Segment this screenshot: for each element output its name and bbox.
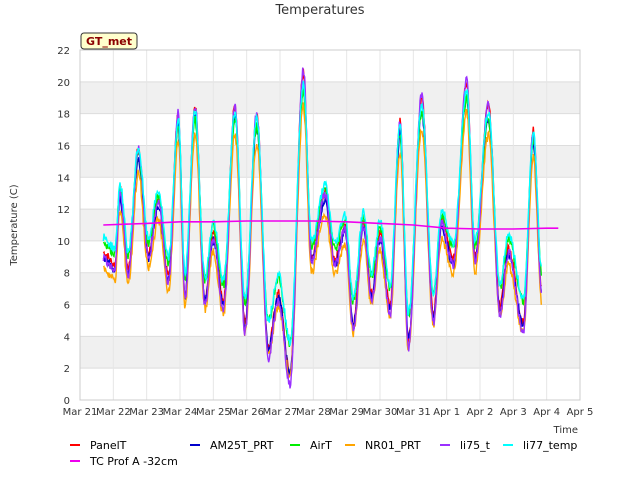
legend-label: li75_t — [460, 439, 491, 452]
series-layer — [102, 67, 559, 389]
legend-label: PanelT — [90, 439, 127, 452]
y-tick-label: 8 — [64, 269, 70, 280]
legend-label: TC Prof A -32cm — [89, 455, 178, 468]
plot-band — [80, 145, 580, 178]
x-tick-label: Mar 23 — [129, 407, 164, 418]
y-tick-label: 14 — [57, 173, 70, 184]
x-tick-label: Apr 1 — [433, 407, 460, 418]
y-tick-label: 10 — [57, 237, 70, 248]
y-tick-label: 6 — [64, 301, 70, 312]
y-axis-label: Temperature (C) — [9, 184, 20, 266]
legend-item: PanelT — [70, 439, 127, 452]
y-tick-label: 12 — [57, 205, 70, 216]
legend-item: NR01_PRT — [345, 439, 421, 452]
y-tick-label: 20 — [57, 78, 70, 89]
legend: PanelT AM25T_PRT AirT NR01_PRT li75_t li77_te… — [70, 439, 577, 468]
plot-frame — [79, 49, 581, 401]
legend-item: li75_t — [440, 439, 491, 452]
y-tick-label: 0 — [64, 396, 70, 407]
series-line — [103, 220, 559, 230]
legend-item: TC Prof A -32cm — [70, 455, 178, 468]
legend-label: AirT — [310, 439, 332, 452]
x-tick-label: Apr 3 — [500, 407, 527, 418]
station-badge-box — [80, 32, 138, 50]
series-line — [102, 102, 542, 379]
x-tick-label: Mar 22 — [96, 407, 131, 418]
legend-item: li77_temp — [503, 439, 577, 452]
plot-band — [80, 81, 580, 114]
x-tick-label: Mar 30 — [363, 407, 398, 418]
x-tick-label: Mar 29 — [329, 407, 364, 418]
x-tick-label: Mar 27 — [263, 407, 298, 418]
series-line — [102, 80, 542, 346]
x-tick-label: Mar 31 — [396, 407, 431, 418]
legend-label: li77_temp — [523, 439, 577, 452]
y-tick-label: 16 — [57, 141, 70, 152]
x-tick-label: Apr 2 — [467, 407, 494, 418]
x-tick-label: Apr 4 — [533, 407, 560, 418]
legend-item: AirT — [290, 439, 332, 452]
chart-title: Temperatures — [274, 3, 364, 18]
station-badge-label: GT_met — [86, 35, 132, 48]
x-tick-label: Mar 28 — [296, 407, 331, 418]
x-tick-label: Apr 5 — [567, 407, 594, 418]
x-tick-label: Mar 26 — [229, 407, 264, 418]
legend-item: AM25T_PRT — [190, 439, 274, 452]
station-badge: GT_met — [80, 32, 138, 50]
y-tick-label: 2 — [64, 364, 70, 375]
plot-band — [80, 336, 580, 369]
x-tick-label: Mar 21 — [63, 407, 98, 418]
y-tick-label: 18 — [57, 110, 70, 121]
y-tick-label: 22 — [57, 46, 70, 57]
x-tick-label: Mar 24 — [163, 407, 198, 418]
y-tick-labels: 0 2 4 6 8 10 12 14 16 18 20 22 — [57, 46, 70, 407]
legend-label: AM25T_PRT — [210, 439, 274, 452]
y-tick-label: 4 — [64, 332, 70, 343]
x-axis-label: Time — [553, 425, 578, 436]
legend-label: NR01_PRT — [365, 439, 421, 452]
x-tick-label: Mar 25 — [196, 407, 231, 418]
